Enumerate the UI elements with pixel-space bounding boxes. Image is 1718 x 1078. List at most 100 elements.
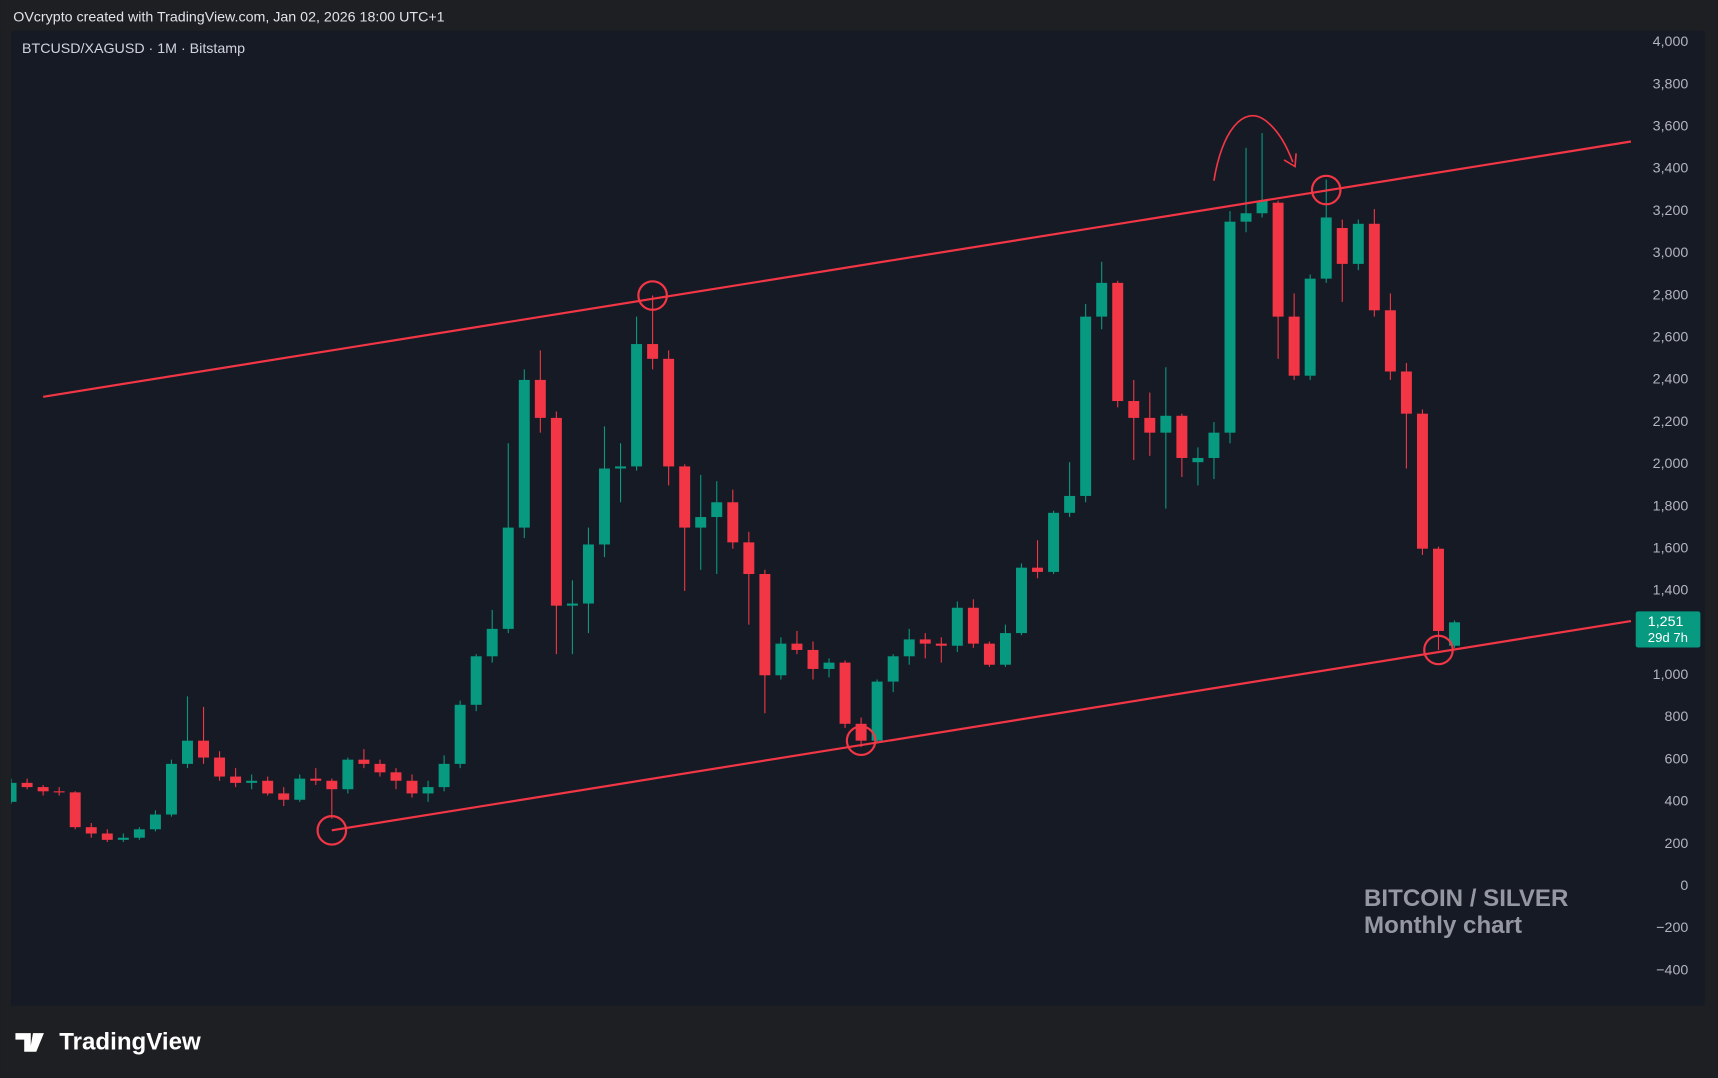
symbol-legend: BTCUSD/XAGUSD · 1M · Bitstamp bbox=[22, 41, 245, 57]
y-tick-label: 2,600 bbox=[1653, 329, 1689, 345]
candle-body bbox=[1144, 417, 1156, 433]
candle-body bbox=[631, 344, 643, 467]
candle-body bbox=[518, 379, 530, 528]
trendline bbox=[331, 619, 1632, 832]
y-tick-label: −400 bbox=[1656, 962, 1688, 978]
candle-body bbox=[1272, 202, 1284, 317]
candle-body bbox=[262, 780, 274, 794]
candle-body bbox=[839, 662, 851, 724]
candle-body bbox=[502, 527, 514, 629]
y-tick-label: 0 bbox=[1680, 878, 1688, 894]
y-tick-label: 1,800 bbox=[1653, 498, 1689, 514]
y-tick-label: 3,000 bbox=[1653, 245, 1689, 261]
candle-body bbox=[695, 517, 707, 528]
candle-body bbox=[1368, 223, 1380, 311]
price-tag-box bbox=[1635, 611, 1701, 648]
header: OVcrypto created with TradingView.com, J… bbox=[13, 9, 444, 25]
y-tick-label: 2,200 bbox=[1653, 414, 1689, 430]
candle-body bbox=[1320, 217, 1332, 279]
candle-body bbox=[855, 723, 867, 741]
candle-body bbox=[1336, 228, 1348, 264]
candle-body bbox=[647, 344, 659, 359]
candle-body bbox=[37, 787, 49, 792]
candle-body bbox=[214, 757, 226, 777]
candle-body bbox=[566, 603, 578, 606]
candle-body bbox=[759, 574, 771, 676]
watermark: Monthly chart bbox=[1364, 912, 1522, 939]
candle-body bbox=[326, 780, 338, 790]
countdown: 29d 7h bbox=[1648, 630, 1688, 645]
candle-body bbox=[791, 643, 803, 650]
candle-body bbox=[1449, 622, 1461, 646]
candle-body bbox=[951, 607, 963, 646]
y-tick-label: 3,600 bbox=[1653, 119, 1689, 135]
candle-body bbox=[342, 759, 354, 790]
candle-body bbox=[1128, 401, 1140, 418]
candle-body bbox=[823, 662, 835, 669]
candle-body bbox=[534, 379, 546, 418]
candle-body bbox=[1240, 213, 1252, 222]
y-tick-label: 2,400 bbox=[1653, 372, 1689, 388]
candle-body bbox=[53, 791, 65, 793]
candle-body bbox=[1160, 415, 1172, 433]
logo-icon bbox=[15, 1033, 44, 1052]
plot bbox=[11, 133, 1632, 846]
candle-body bbox=[230, 776, 242, 783]
candle-body bbox=[1096, 282, 1108, 317]
candle-body bbox=[374, 763, 386, 773]
candle-body bbox=[390, 772, 402, 781]
y-tick-label: 2,800 bbox=[1653, 287, 1689, 303]
candle-body bbox=[1224, 221, 1236, 433]
candle-body bbox=[743, 542, 755, 575]
y-tick-label: 3,400 bbox=[1653, 161, 1689, 177]
candle-body bbox=[294, 778, 306, 800]
candle-body bbox=[1352, 223, 1364, 264]
candle-body bbox=[1256, 200, 1268, 214]
candle-body bbox=[406, 780, 418, 794]
candle-body bbox=[679, 466, 691, 528]
circle-marker bbox=[1310, 174, 1342, 206]
candle-body bbox=[582, 544, 594, 604]
candle-body bbox=[117, 837, 129, 840]
candle-body bbox=[903, 639, 915, 657]
candle-body bbox=[1064, 495, 1076, 513]
y-tick-label: 2,000 bbox=[1653, 456, 1689, 472]
candle-body bbox=[133, 829, 145, 838]
candle-body bbox=[1433, 548, 1444, 631]
candle-body bbox=[470, 656, 482, 705]
candle-body bbox=[21, 782, 33, 788]
candle-body bbox=[454, 704, 466, 764]
candle-body bbox=[1384, 310, 1396, 372]
candle-body bbox=[1416, 413, 1428, 549]
candle-body bbox=[775, 643, 787, 676]
candle-body bbox=[310, 778, 322, 781]
y-tick-label: 4,000 bbox=[1653, 34, 1689, 50]
candle-body bbox=[1048, 512, 1060, 572]
candle-body bbox=[486, 628, 498, 657]
candle-body bbox=[101, 833, 113, 840]
y-tick-label: 1,400 bbox=[1653, 583, 1689, 599]
candle-body bbox=[711, 502, 723, 518]
candle-body bbox=[11, 782, 17, 802]
candle-body bbox=[182, 740, 193, 764]
candle-body bbox=[550, 417, 562, 606]
candle-body bbox=[999, 633, 1011, 665]
trendline bbox=[42, 140, 1632, 398]
y-tick-label: 600 bbox=[1665, 751, 1689, 767]
candle-body bbox=[358, 759, 370, 764]
candle-body bbox=[983, 643, 995, 665]
candle-body bbox=[85, 827, 97, 834]
candle-body bbox=[1080, 316, 1092, 496]
arrow-head bbox=[1283, 153, 1297, 168]
candle-body bbox=[69, 792, 81, 828]
circle-marker bbox=[637, 280, 668, 311]
circle-marker bbox=[1423, 634, 1454, 666]
candle-body bbox=[727, 502, 739, 543]
y-tick-label: 800 bbox=[1665, 709, 1689, 725]
candle-body bbox=[149, 814, 161, 830]
circle-marker bbox=[316, 815, 348, 846]
candle-body bbox=[919, 639, 931, 644]
candle-body bbox=[807, 649, 819, 669]
y-tick-label: 400 bbox=[1665, 794, 1689, 810]
